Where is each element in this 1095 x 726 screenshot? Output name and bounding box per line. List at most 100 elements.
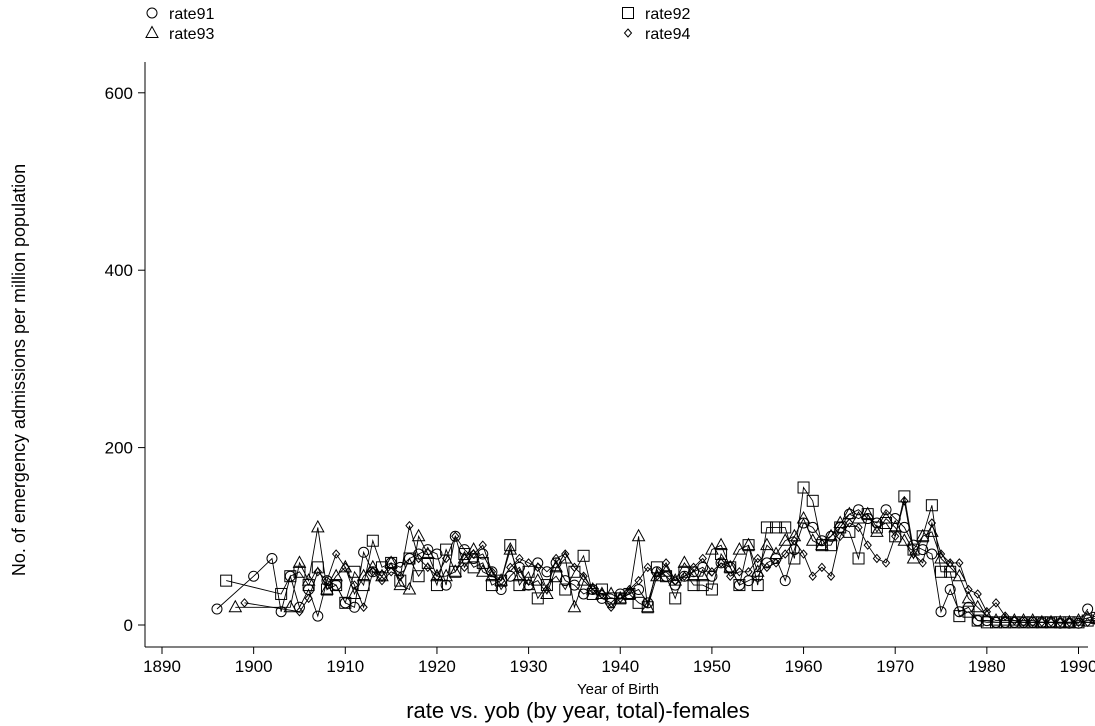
data-point-rate92 [751, 579, 764, 592]
data-point-rate92 [779, 521, 792, 534]
data-point-rate93 [503, 542, 518, 555]
data-point-rate91 [944, 584, 956, 596]
data-point-rate92 [870, 521, 883, 534]
data-point-rate94 [927, 518, 937, 528]
x-tick-label: 1990 [1060, 657, 1095, 676]
data-point-rate93 [989, 613, 1003, 626]
data-point-rate91 [486, 566, 498, 578]
data-point-rate93 [329, 568, 343, 582]
series-line-rate93 [235, 513, 1095, 623]
data-point-rate93 [925, 524, 939, 537]
data-point-rate93 [475, 564, 490, 577]
x-axis-label: Year of Birth [577, 681, 659, 698]
data-point-rate93 [411, 528, 426, 542]
data-point-rate94 [469, 549, 478, 559]
data-point-rate94 [1056, 617, 1065, 628]
data-point-rate94 [570, 562, 579, 573]
data-point-rate94 [744, 567, 753, 577]
data-point-rate94 [359, 602, 368, 613]
series-rate94 [240, 496, 1095, 628]
data-point-rate94 [900, 496, 909, 506]
data-point-rate92 [696, 579, 709, 592]
data-point-rate93 [943, 559, 958, 573]
data-point-rate93 [356, 568, 371, 582]
data-point-rate92 [797, 481, 810, 494]
data-point-rate94 [423, 562, 432, 573]
data-point-rate93 [292, 555, 307, 568]
data-point-rate92 [339, 596, 352, 609]
y-tick-label: 0 [124, 616, 133, 635]
data-point-rate94 [625, 584, 634, 595]
data-point-rate93 [320, 581, 334, 595]
data-point-rate94 [1010, 615, 1019, 626]
data-point-rate91 [449, 530, 461, 542]
data-point-rate94 [331, 549, 341, 559]
data-point-rate94 [322, 575, 332, 586]
data-point-rate93 [824, 528, 838, 542]
data-point-rate94 [432, 571, 442, 581]
data-point-rate93 [741, 537, 756, 551]
data-point-rate93 [530, 573, 545, 586]
data-point-rate93 [402, 581, 417, 595]
data-point-rate92 [980, 616, 993, 629]
data-point-rate92 [421, 556, 434, 569]
data-point-rate93 [796, 511, 811, 524]
data-point-rate92 [284, 570, 297, 583]
data-point-rate92 [577, 549, 590, 562]
data-point-rate93 [787, 528, 802, 542]
data-point-rate94 [689, 562, 698, 573]
data-point-rate94 [304, 593, 313, 604]
data-point-rate91 [880, 504, 892, 516]
data-point-rate94 [313, 567, 322, 577]
x-tick-label: 1920 [418, 657, 456, 676]
data-point-rate94 [478, 540, 487, 550]
x-tick-label: 1940 [601, 657, 639, 676]
data-point-rate91 [807, 521, 819, 533]
data-point-rate94 [1028, 617, 1037, 628]
data-point-rate91 [211, 603, 223, 615]
data-point-rate94 [588, 584, 597, 595]
data-point-rate94 [982, 606, 992, 617]
data-point-rate94 [946, 558, 955, 568]
data-point-rate94 [836, 531, 845, 542]
data-point-rate94 [661, 558, 671, 568]
data-point-rate91 [926, 548, 938, 560]
data-point-rate94 [698, 553, 707, 564]
data-point-rate93 [970, 599, 985, 613]
data-point-rate94 [405, 520, 414, 531]
data-point-rate94 [606, 602, 616, 613]
data-point-rate92 [733, 579, 746, 592]
data-point-rate92 [366, 534, 379, 547]
data-point-rate93 [952, 568, 967, 582]
data-point-rate91 [917, 544, 929, 556]
data-point-rate94 [350, 580, 359, 590]
data-point-rate93 [1071, 613, 1086, 626]
plot-area [211, 481, 1095, 629]
data-point-rate93 [714, 537, 728, 551]
data-point-rate92 [220, 574, 233, 587]
data-point-rate94 [1083, 617, 1092, 628]
data-point-rate93 [815, 537, 829, 551]
data-point-rate94 [781, 549, 790, 559]
data-point-rate91 [853, 504, 865, 516]
data-point-rate92 [687, 579, 700, 592]
y-tick-label: 400 [105, 261, 133, 280]
data-point-rate94 [771, 558, 781, 568]
data-point-rate94 [973, 589, 982, 599]
data-point-rate94 [735, 567, 744, 577]
data-point-rate91 [440, 579, 452, 591]
data-point-rate93 [558, 550, 573, 564]
data-point-rate93 [659, 564, 673, 577]
data-point-rate92 [330, 579, 343, 592]
data-point-rate94 [1037, 617, 1047, 628]
x-tick-label: 1900 [235, 657, 273, 676]
data-point-rate93 [310, 519, 325, 533]
data-point-rate94 [496, 575, 506, 586]
data-point-rate93 [631, 528, 646, 542]
data-point-rate94 [652, 571, 662, 581]
data-point-rate91 [431, 548, 443, 560]
legend-label-rate93: rate93 [169, 26, 214, 43]
legend-label-rate94: rate94 [645, 26, 690, 43]
data-point-rate94 [716, 558, 726, 568]
data-point-rate92 [760, 521, 773, 534]
